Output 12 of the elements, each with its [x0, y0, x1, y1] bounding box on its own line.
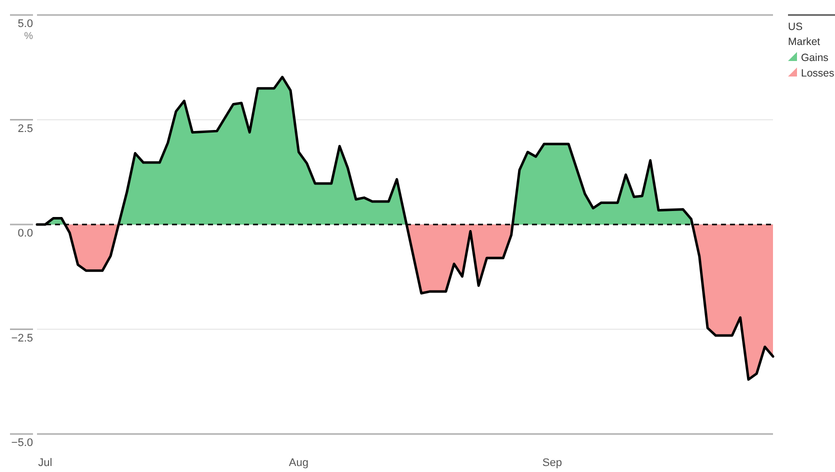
- x-tick-label: Jul: [38, 457, 52, 469]
- legend-title: US Market: [788, 21, 820, 48]
- y-tick-label: −2.5: [11, 332, 33, 344]
- y-tick-label: −5.0: [11, 437, 33, 449]
- y-tick-label: 5.0: [18, 18, 33, 30]
- x-tick-label: Aug: [288, 457, 308, 469]
- y-tick-label: 2.5: [18, 122, 33, 135]
- legend-label: Losses: [801, 68, 834, 80]
- x-tick-label: Sep: [542, 457, 562, 469]
- y-axis-title: %: [24, 31, 34, 42]
- y-tick-label: 0.0: [18, 228, 33, 240]
- legend-label: Gains: [801, 52, 828, 64]
